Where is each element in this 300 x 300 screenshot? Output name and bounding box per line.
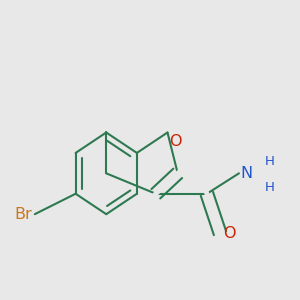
Text: H: H (265, 155, 275, 168)
Text: O: O (169, 134, 182, 149)
Text: N: N (240, 166, 253, 181)
Text: O: O (223, 226, 236, 241)
Text: Br: Br (14, 207, 32, 222)
Text: H: H (265, 182, 275, 194)
